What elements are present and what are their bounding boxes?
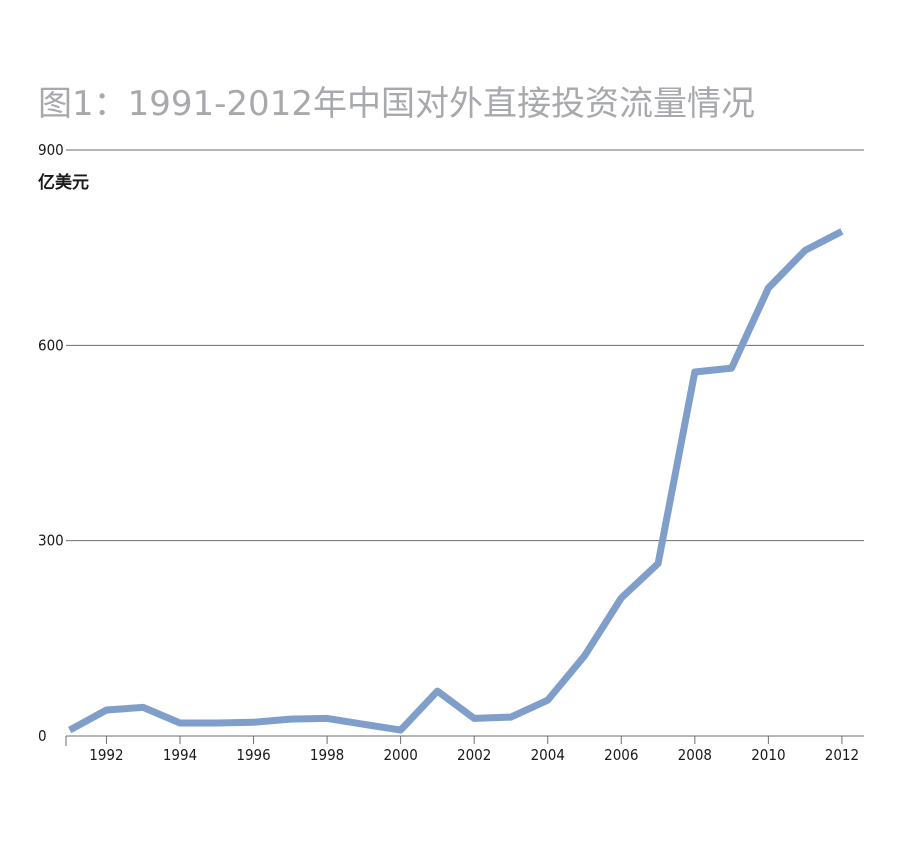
x-tick-label-1992: 1992: [89, 746, 123, 764]
x-tick-label-2008: 2008: [678, 746, 712, 764]
x-tick-label-2000: 2000: [383, 746, 417, 764]
x-tick-label-1994: 1994: [163, 746, 197, 764]
y-axis-unit-label: 亿美元: [38, 173, 89, 193]
gridlines: [66, 149, 864, 542]
series-group: [68, 228, 844, 734]
x-tick-label-2002: 2002: [457, 746, 491, 764]
chart-title: 图1：1991-2012年中国对外直接投资流量情况: [38, 84, 755, 124]
y-tick-label-300: 300: [38, 532, 64, 550]
series-line-0: [68, 228, 844, 734]
x-tick-label-2006: 2006: [604, 746, 638, 764]
x-tick-label-2004: 2004: [531, 746, 565, 764]
y-tick-label-900: 900: [38, 141, 64, 159]
x-tick-label-2012: 2012: [825, 746, 859, 764]
x-tick-label-1996: 1996: [236, 746, 270, 764]
y-tick-label-0: 0: [38, 727, 47, 745]
x-axis: 1992 1994 1996 1998 2000 2002 2004 2006 2008 2010…: [65, 735, 864, 764]
y-tick-label-600: 600: [38, 336, 64, 354]
y-axis-ticks: 0 300 600 900: [38, 141, 64, 745]
x-tick-label-2010: 2010: [751, 746, 785, 764]
x-tick-label-1998: 1998: [310, 746, 344, 764]
